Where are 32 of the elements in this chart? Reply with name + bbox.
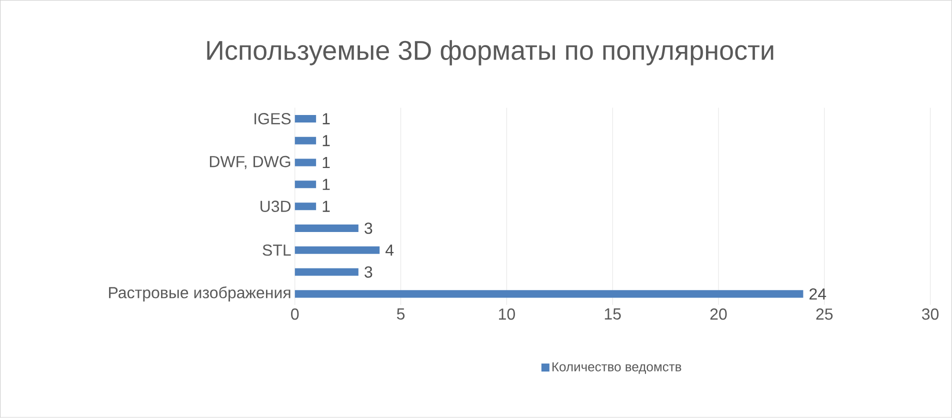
x-tick-label: 15 xyxy=(604,308,621,320)
x-tick-label: 25 xyxy=(816,308,833,320)
legend-label: Количество ведомств xyxy=(552,362,682,374)
y-tick-label: Растровые изображения xyxy=(109,286,290,302)
x-tick-label: 30 xyxy=(922,308,939,320)
bar xyxy=(294,202,316,210)
y-tick-label: U3D xyxy=(260,200,291,212)
data-label: 1 xyxy=(322,113,330,124)
bar xyxy=(294,246,380,254)
x-tick-label: 10 xyxy=(499,308,515,320)
x-tick-label: 20 xyxy=(710,308,727,320)
data-label: 1 xyxy=(322,179,330,190)
bar xyxy=(294,290,804,298)
data-label: 24 xyxy=(810,288,826,300)
data-label: 1 xyxy=(322,135,330,146)
bar xyxy=(294,224,358,232)
data-label: 3 xyxy=(364,222,372,234)
y-tick-label: STL xyxy=(262,244,291,256)
y-tick-label: IGES xyxy=(254,113,291,125)
chart-title: Используемые 3D форматы по популярности xyxy=(207,40,774,66)
bar xyxy=(294,158,316,166)
bar xyxy=(294,180,316,188)
bar xyxy=(294,115,316,123)
bar xyxy=(294,268,358,276)
y-tick-label: DWF, DWG xyxy=(210,156,290,170)
data-label: 3 xyxy=(364,266,372,278)
data-label: 1 xyxy=(322,200,330,212)
data-label: 1 xyxy=(322,157,330,168)
x-tick-label: 0 xyxy=(291,308,299,320)
x-tick-label: 5 xyxy=(396,308,405,320)
bar xyxy=(294,137,316,145)
data-label: 4 xyxy=(386,244,394,256)
